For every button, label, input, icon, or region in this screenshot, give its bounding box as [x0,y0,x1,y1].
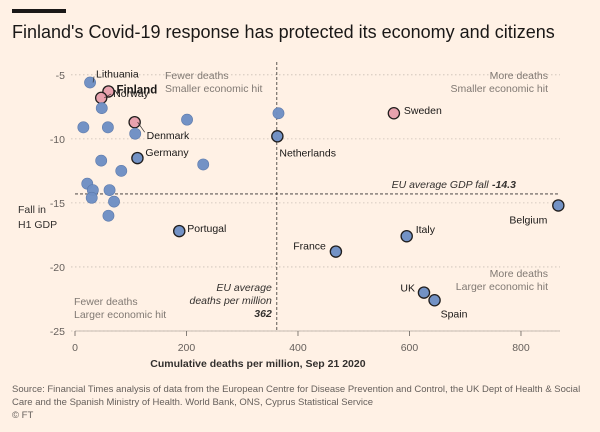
point-germany [131,151,144,165]
point-label-germany: Germany [145,147,189,159]
point [77,121,90,134]
point-label-belgium: Belgium [509,214,547,226]
point-label-france: France [293,241,326,253]
point [197,158,210,171]
point-sweden [387,106,401,120]
point-label-italy: Italy [416,224,436,236]
chart-title: Finland's Covid-19 response has protecte… [12,22,555,42]
y-tick-label: -20 [50,262,65,274]
ft-top-bar [12,9,66,13]
y-tick-label: -15 [50,198,65,210]
quadrant-label: Fewer deaths [165,70,229,82]
x-tick-label: 600 [401,342,419,354]
point [115,164,128,177]
point [101,121,114,134]
point [181,113,193,126]
point-label-denmark: Denmark [147,130,190,142]
point-label-netherlands: Netherlands [279,147,336,159]
point-italy [400,229,413,243]
point [95,154,108,167]
source-note: Source: Financial Times analysis of data… [12,383,592,422]
eu-average-gdp-label: EU average GDP fall [392,179,490,191]
y-tick-label: -10 [50,134,65,146]
point-denmark [128,115,141,129]
y-tick-label: -5 [56,70,65,82]
point [85,191,98,204]
y-tick-label: -25 [50,326,65,338]
point-lithuania [84,76,96,89]
source-text: Source: Financial Times analysis of data… [12,384,581,408]
point-portugal [172,224,186,238]
leader-line [92,76,95,83]
ft-credit: © FT [12,410,34,421]
point-label-spain: Spain [441,308,468,320]
point-label-uk: UK [400,283,415,295]
quadrant-label: More deaths [490,70,548,82]
point [272,107,285,120]
point-uk [417,286,431,299]
point-belgium [552,199,565,212]
quadrant-label: Smaller economic hit [451,83,549,95]
point [103,184,116,196]
leader-line [104,93,112,99]
point-label-portugal: Portugal [187,223,226,235]
x-tick-label: 200 [178,342,196,354]
point-netherlands [271,130,284,143]
x-axis-label: Cumulative deaths per million, Sep 21 20… [150,358,365,370]
point-spain [428,294,441,307]
y-axis-label-line: Fall in [18,204,46,216]
point-france [329,245,343,258]
point [95,102,108,115]
x-tick-label: 400 [289,342,307,354]
point [108,195,120,208]
point-label-finland: Finland [116,84,157,96]
quadrant-label: Fewer deaths [74,296,138,308]
eu-average-deaths-label: deaths per million [190,295,272,307]
point-norway [94,91,108,105]
quadrant-label: Larger economic hit [456,281,548,293]
x-tick-label: 800 [512,342,530,354]
quadrant-label: More deaths [490,268,548,280]
point-label-lithuania: Lithuania [96,68,139,80]
leader-line [137,122,145,133]
eu-average-deaths-label: EU average [216,282,272,294]
point-label-sweden: Sweden [404,105,442,117]
quadrant-label: Smaller economic hit [165,83,263,95]
point [102,209,115,222]
x-tick-label: 0 [72,342,78,354]
eu-average-deaths-value: 362 [254,308,272,320]
quadrant-label: Larger economic hit [74,309,166,321]
scatter-chart: -5 -10 -15 -20 -25 0 200 400 600 800 Cumulative de… [18,62,565,370]
point-label-norway: Norway [113,88,149,100]
eu-average-gdp-value: -14.3 [492,179,516,191]
point [129,127,142,140]
y-axis-label-line: H1 GDP [18,219,57,231]
